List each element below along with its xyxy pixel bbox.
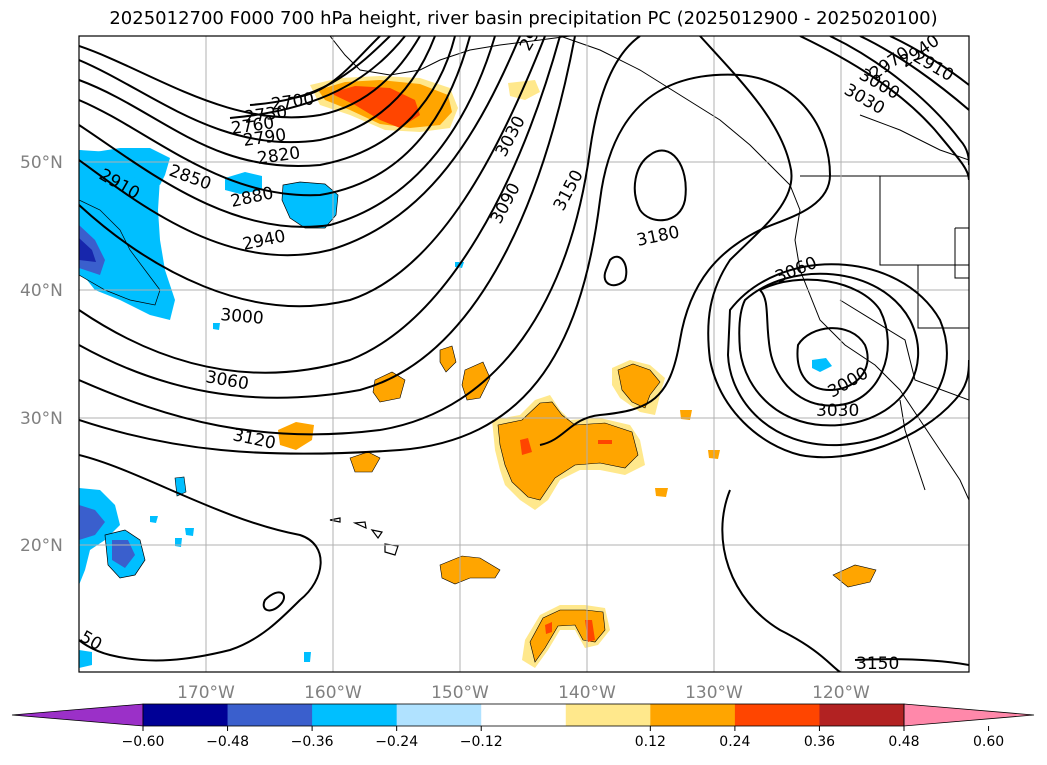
lat-label: 30°N (20, 409, 63, 429)
map-frame (78, 35, 970, 673)
colorbar-segment (819, 704, 905, 726)
coastlines (329, 36, 969, 501)
colorbar-tick-label: 0.60 (973, 734, 1004, 750)
latitude-labels: 50°N 40°N 30°N 20°N (20, 153, 63, 556)
colorbar-tick-label: 0.12 (635, 734, 666, 750)
colorbar-segment (650, 704, 736, 726)
colorbar-tick-label: 0.48 (888, 734, 919, 750)
colorbar-extend-max (903, 703, 1035, 727)
colorbar-tick-label: −0.60 (122, 734, 165, 750)
lon-label: 150°W (431, 683, 489, 703)
colorbar-tick-label: −0.12 (460, 734, 503, 750)
contour-label: 3000 (220, 305, 265, 329)
colorbar-segment (565, 704, 651, 726)
colorbar-segment (734, 704, 820, 726)
longitude-labels: 170°W 160°W 150°W 140°W 130°W 120°W (177, 683, 870, 703)
colorbar-tick-label: −0.36 (291, 734, 334, 750)
lon-label: 170°W (177, 683, 235, 703)
lon-label: 140°W (558, 683, 616, 703)
colorbar-segment (227, 704, 313, 726)
height-contours (79, 36, 969, 672)
colorbar-extend-min (11, 703, 144, 727)
colorbar-tick-label: 0.36 (804, 734, 835, 750)
positive-precip-fills (278, 76, 877, 668)
colorbar-outline (142, 703, 905, 727)
contour-label: 3150 (856, 654, 899, 674)
colorbar: −0.60 −0.48 −0.36 −0.24 −0.12 0.12 0.24 0.36 0.4… (11, 703, 1035, 750)
colorbar-segment (481, 704, 567, 726)
map-title: 2025012700 F000 700 hPa height, river ba… (109, 8, 938, 29)
lon-label: 160°W (304, 683, 362, 703)
lat-label: 20°N (20, 536, 63, 556)
colorbar-tick-label: 0.24 (719, 734, 750, 750)
colorbar-tick-label: −0.24 (375, 734, 418, 750)
colorbar-segment (396, 704, 482, 726)
colorbar-segment (312, 704, 398, 726)
gridlines (79, 36, 969, 672)
lat-label: 40°N (20, 281, 63, 301)
lon-label: 130°W (685, 683, 743, 703)
lat-label: 50°N (20, 153, 63, 173)
colorbar-segment (143, 704, 229, 726)
contour-label: 3030 (816, 401, 859, 421)
lon-label: 120°W (812, 683, 870, 703)
colorbar-tick-label: −0.48 (206, 734, 249, 750)
